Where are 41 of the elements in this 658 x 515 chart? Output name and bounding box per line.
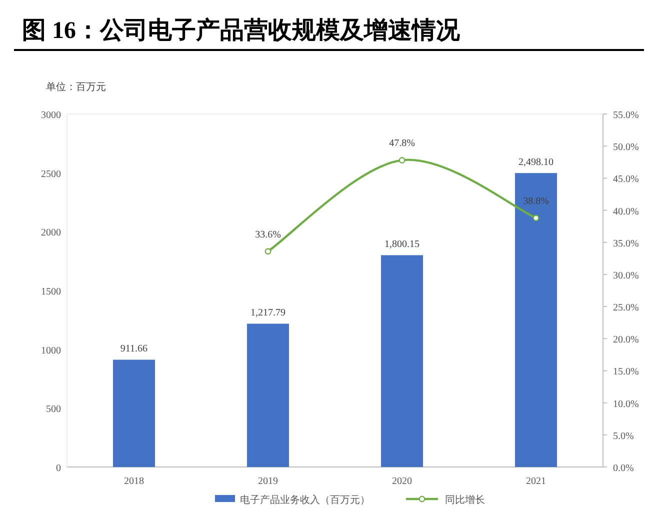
y2-tick-label: 25.0% xyxy=(613,302,639,314)
x-tick-label: 2020 xyxy=(392,476,412,487)
data-label: 47.8% xyxy=(389,138,415,150)
y2-tick-label: 40.0% xyxy=(613,206,639,218)
x-tick-label: 2019 xyxy=(258,476,278,487)
y-tick-label: 500 xyxy=(46,404,61,416)
data-label: 33.6% xyxy=(255,229,281,240)
y-tick-label: 2500 xyxy=(41,168,61,180)
x-tick-label: 2021 xyxy=(526,476,546,487)
point xyxy=(532,214,540,222)
y2-tick-label: 15.0% xyxy=(613,366,639,378)
bar xyxy=(515,173,557,467)
point xyxy=(264,248,272,255)
x-tick-label: 2018 xyxy=(124,476,144,487)
y2-tick-label: 10.0% xyxy=(613,398,639,410)
y2-tick-label: 5.0% xyxy=(613,430,634,442)
y2-tick-label: 30.0% xyxy=(613,270,639,282)
data-label: 38.8% xyxy=(523,196,549,207)
text: 单位：百万元 xyxy=(46,81,106,93)
y2-tick-label: 0.0% xyxy=(613,463,634,474)
bar xyxy=(381,255,423,467)
y2-tick-label: 50.0% xyxy=(613,142,639,154)
y-tick-label: 1000 xyxy=(41,345,61,356)
y-tick-label: 1500 xyxy=(41,286,61,298)
y2-tick-label: 20.0% xyxy=(613,334,639,346)
bar xyxy=(247,324,289,467)
y-tick-label: 0 xyxy=(56,463,61,474)
y-tick-label: 3000 xyxy=(41,110,61,121)
point xyxy=(398,157,406,164)
bar xyxy=(113,360,155,467)
data-label: 1,217.79 xyxy=(250,308,286,319)
y2-tick-label: 35.0% xyxy=(613,238,639,250)
data-label: 2,498.10 xyxy=(518,157,554,168)
y-tick-label: 2000 xyxy=(41,228,61,239)
data-label: 911.66 xyxy=(120,344,148,355)
y2-tick-label: 55.0% xyxy=(613,110,639,121)
data-label: 1,800.15 xyxy=(384,239,420,250)
legend-label: 同比增长 xyxy=(445,494,485,506)
chart-title: 图 16：公司电子产品营收规模及增速情况 xyxy=(22,17,461,44)
legend-label: 电子产品业务收入（百万元） xyxy=(240,494,370,506)
y2-tick-label: 45.0% xyxy=(613,174,639,186)
